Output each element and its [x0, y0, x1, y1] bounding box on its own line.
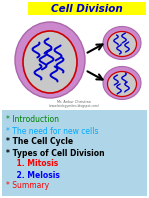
Text: * The need for new cells: * The need for new cells	[6, 127, 98, 135]
Ellipse shape	[103, 67, 141, 100]
Ellipse shape	[107, 71, 136, 96]
Ellipse shape	[107, 31, 136, 56]
FancyBboxPatch shape	[2, 110, 147, 196]
Ellipse shape	[103, 27, 141, 60]
Text: 1. Mitosis: 1. Mitosis	[6, 160, 58, 168]
Text: Mr. Ankur Christian: Mr. Ankur Christian	[57, 100, 91, 104]
Text: * The Cell Cycle: * The Cell Cycle	[6, 137, 73, 147]
Text: (www.biologymites.blogspot.com): (www.biologymites.blogspot.com)	[49, 104, 99, 108]
Ellipse shape	[23, 31, 77, 93]
Ellipse shape	[15, 22, 85, 98]
Text: * Introduction: * Introduction	[6, 115, 59, 125]
Text: * Summary: * Summary	[6, 182, 49, 190]
FancyBboxPatch shape	[28, 2, 146, 15]
Text: 2. Melosis: 2. Melosis	[6, 170, 60, 180]
Text: * Types of Cell Division: * Types of Cell Division	[6, 148, 105, 157]
Text: Cell Division: Cell Division	[51, 4, 123, 14]
